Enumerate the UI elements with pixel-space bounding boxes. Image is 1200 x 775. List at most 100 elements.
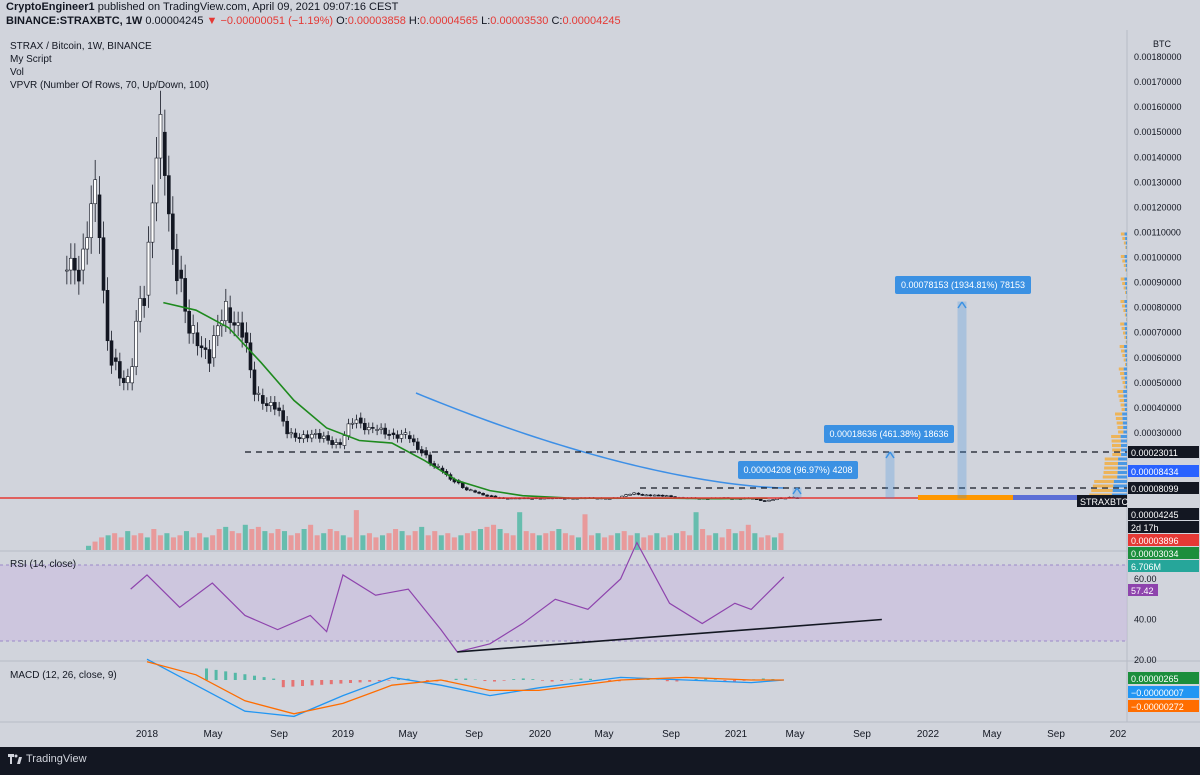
candle-body: [656, 494, 661, 497]
candle-body: [207, 349, 212, 364]
candle-body: [101, 237, 106, 291]
candle-body: [358, 417, 363, 424]
candle-body: [134, 320, 138, 367]
time-tick-label: May: [983, 729, 1002, 740]
volume-bar: [758, 537, 764, 550]
vpvr-bar-down: [1123, 394, 1127, 398]
volume-bar: [660, 537, 666, 550]
vpvr-bar-up: [1104, 462, 1119, 465]
vpvr-bar-up: [1103, 471, 1118, 474]
vpvr-bar-down: [1125, 237, 1127, 240]
candle-body: [93, 179, 97, 205]
volume-bar: [739, 531, 745, 550]
vpvr-bar-down: [1124, 408, 1127, 411]
candle-body: [269, 402, 273, 407]
volume-bar: [210, 535, 216, 550]
volume-bar: [419, 526, 425, 550]
volume-bar: [602, 537, 608, 550]
candle-body: [664, 495, 669, 497]
volume-bar: [386, 533, 392, 550]
target-label-bg: [895, 276, 1031, 294]
macd-histogram-bar: [704, 678, 708, 680]
candle-body: [89, 203, 93, 238]
candle-body: [326, 435, 330, 441]
candle-body: [154, 157, 159, 204]
vpvr-bar-down: [1112, 489, 1127, 492]
vpvr-bar-up: [1111, 444, 1121, 447]
vpvr-bar-up: [1119, 399, 1125, 402]
volume-bar: [406, 535, 412, 550]
vpvr-bar-down: [1125, 331, 1127, 335]
price-tick-label: 0.00090000: [1134, 278, 1182, 288]
vpvr-bar-down: [1113, 480, 1127, 483]
symbol-name: BINANCE:STRAXBTC, 1W: [6, 15, 143, 27]
macd-histogram-bar: [329, 680, 333, 685]
vpvr-bar-down: [1125, 358, 1127, 362]
vpvr-bar-up: [1121, 376, 1125, 380]
target-label: 0.00004208 (96.97%) 4208: [743, 465, 852, 475]
chart-title: STRAX / Bitcoin, 1W, BINANCE: [10, 41, 152, 52]
candle-body: [248, 342, 253, 371]
volume-bar: [445, 533, 451, 550]
vpvr-bar-up: [1124, 313, 1127, 317]
candle-body: [228, 307, 232, 323]
candle-body: [146, 241, 151, 296]
candle-body: [436, 465, 440, 468]
volume-bar: [582, 514, 588, 550]
candle-body: [419, 449, 424, 454]
tradingview-brand: TradingView: [26, 753, 87, 765]
price-tick-label: 0.00150000: [1134, 127, 1182, 137]
candle-body: [370, 427, 375, 429]
volume-bar: [778, 533, 784, 550]
volume-bar: [569, 535, 575, 550]
target-range-box: [957, 301, 967, 499]
candle-body: [424, 450, 428, 456]
price-tick-label: 0.00130000: [1134, 177, 1182, 187]
candle-body: [256, 392, 261, 395]
candle-body: [632, 492, 636, 495]
candle-body: [636, 492, 641, 495]
candle-body: [383, 427, 387, 435]
candle-body: [334, 442, 338, 445]
volume-bar: [634, 533, 640, 550]
vpvr-bar-down: [1124, 372, 1127, 375]
macd-histogram-bar: [205, 668, 208, 680]
price-axis-unit: BTC: [1153, 39, 1172, 49]
low-label: L:: [481, 15, 491, 27]
time-tick-label: 202: [1110, 729, 1127, 740]
price-label: 2d 17h: [1131, 523, 1159, 533]
rsi-tick-label: 60.00: [1134, 574, 1157, 584]
price-label-bg: [1128, 560, 1199, 572]
price-tick-label: 0.00120000: [1134, 202, 1182, 212]
vpvr-bar-down: [1117, 471, 1127, 474]
candle-body: [640, 494, 645, 496]
author-name[interactable]: CryptoEngineer1: [6, 1, 95, 13]
macd-histogram-bar: [560, 680, 564, 682]
volume-bar: [628, 535, 634, 550]
rsi-tick-label: 20.00: [1134, 655, 1157, 665]
vpvr-bar-down: [1120, 444, 1127, 447]
candle-body: [624, 494, 628, 497]
volume-bar: [216, 529, 222, 550]
volume-bar: [112, 533, 118, 550]
price-tick-label: 0.00100000: [1134, 253, 1182, 263]
candle-body: [175, 249, 179, 282]
volume-bar: [197, 533, 203, 550]
volume-bar: [706, 535, 712, 550]
macd-histogram-bar: [387, 680, 391, 681]
vpvr-bar-down: [1125, 264, 1127, 267]
volume-bar: [491, 524, 497, 550]
candle-body: [105, 290, 110, 342]
volume-bar: [477, 529, 483, 550]
tradingview-logo[interactable]: TradingView: [8, 753, 87, 765]
volume-bar: [726, 529, 732, 550]
candle-body: [309, 433, 314, 439]
candle-body: [81, 248, 85, 271]
vpvr-bar-up: [1125, 246, 1127, 249]
volume-bar: [451, 537, 457, 550]
rsi-title: RSI (14, close): [10, 559, 76, 570]
candle-body: [122, 377, 126, 384]
rsi-trendline: [457, 618, 882, 653]
target-label-bg: [824, 425, 954, 443]
